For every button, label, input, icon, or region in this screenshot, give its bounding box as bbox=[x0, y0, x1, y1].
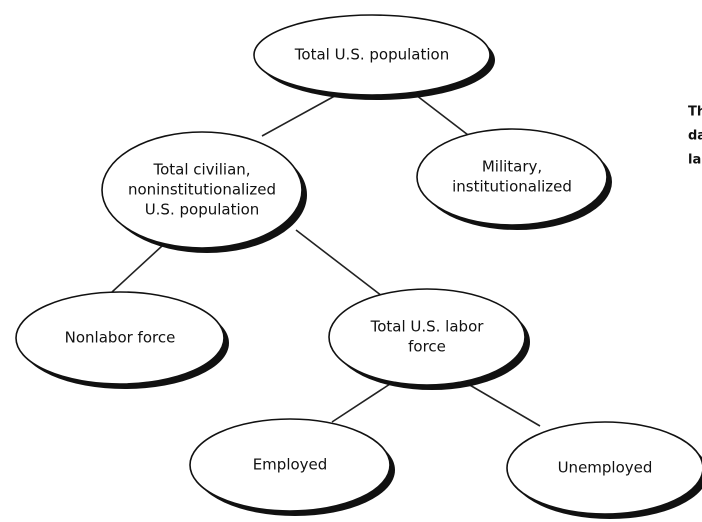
connector bbox=[331, 383, 391, 423]
node-ellipse bbox=[253, 14, 491, 96]
side-text: Th bbox=[688, 105, 702, 120]
node: Total U.S. labor force bbox=[328, 288, 530, 390]
node-label: Nonlabor force bbox=[65, 329, 176, 347]
node-label: Total civilian, bbox=[152, 161, 250, 179]
node-label: Unemployed bbox=[558, 459, 653, 477]
side-text: la bbox=[688, 153, 701, 168]
node-label: Total U.S. population bbox=[294, 46, 449, 64]
node: Unemployed bbox=[506, 421, 702, 519]
connectors bbox=[111, 91, 541, 427]
node-ellipse bbox=[101, 131, 303, 249]
node-ellipse bbox=[506, 421, 702, 515]
node-ellipse bbox=[416, 128, 608, 226]
node-label: U.S. population bbox=[145, 201, 260, 219]
node-label: institutionalized bbox=[452, 178, 572, 196]
node-label: Total U.S. labor bbox=[370, 318, 485, 336]
connector bbox=[295, 229, 383, 297]
node-label: noninstitutionalized bbox=[128, 181, 276, 199]
connector bbox=[261, 91, 343, 137]
node: Military, institutionalized bbox=[416, 128, 612, 230]
node-label: force bbox=[408, 338, 446, 356]
node: Total civilian, noninstitutionalized U.S. … bbox=[101, 131, 307, 253]
node: Total U.S. population bbox=[253, 14, 495, 100]
connector bbox=[411, 91, 473, 139]
node-label: Employed bbox=[253, 456, 328, 474]
node-label: Military, bbox=[482, 158, 542, 176]
connector bbox=[111, 245, 163, 293]
connector bbox=[467, 383, 541, 427]
node-ellipse bbox=[15, 291, 225, 385]
side-text: da bbox=[688, 129, 702, 144]
node: Nonlabor force bbox=[15, 291, 229, 389]
node-ellipse bbox=[189, 418, 391, 512]
node-ellipse bbox=[328, 288, 526, 386]
node: Employed bbox=[189, 418, 395, 516]
